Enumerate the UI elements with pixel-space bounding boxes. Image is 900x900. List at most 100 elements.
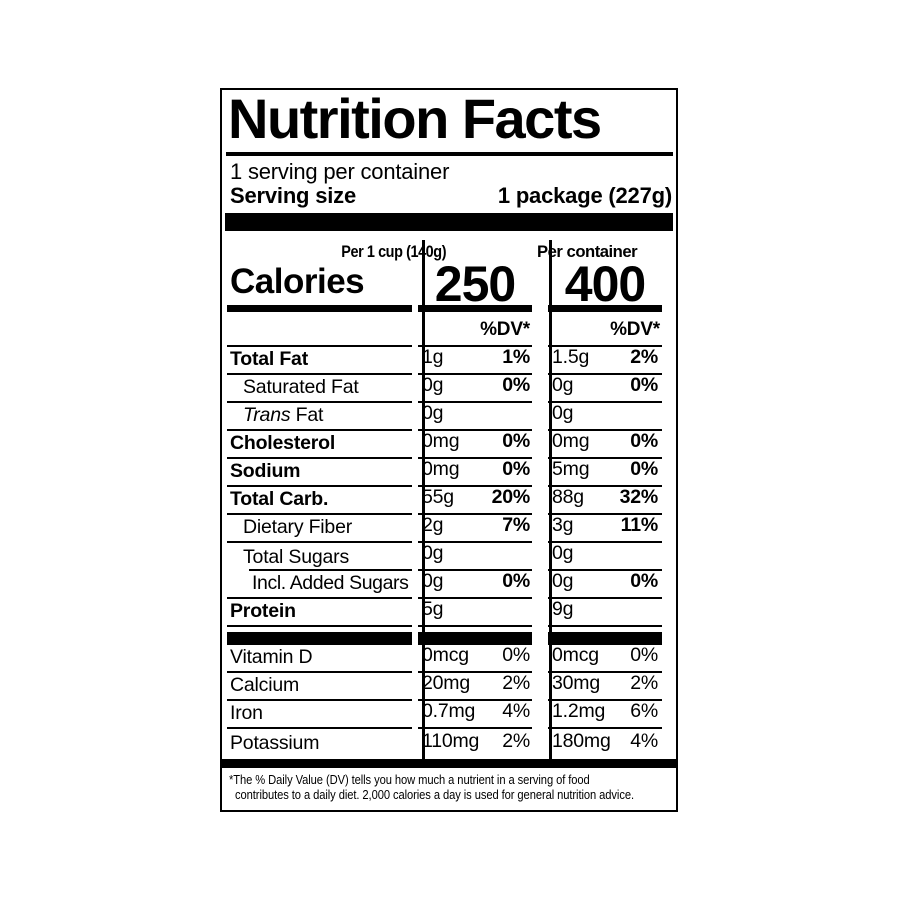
nutrient-name: Dietary Fiber — [243, 516, 353, 538]
vitamin-row-iron: Iron 0.7mg 4% 1.2mg 6% — [222, 700, 676, 729]
nutrient-row-saturated-fat: Saturated Fat 0g 0% 0g 0% — [222, 374, 676, 403]
daily-value-percent — [530, 621, 532, 625]
per-container-header-text: Per container — [537, 242, 638, 261]
amount: 0g — [422, 402, 444, 424]
nutrient-name: Sodium — [230, 460, 301, 482]
serving-size-value: 1 package (227g) — [497, 183, 672, 208]
calories-label: Calories — [230, 262, 365, 301]
nutrient-name-cell: Total Carb. — [227, 487, 412, 515]
per-container-cell: 1.2mg 6% — [548, 700, 662, 729]
footnote: *The % Daily Value (DV) tells you how mu… — [222, 768, 676, 802]
vitamin-row-calcium: Calcium 20mg 2% 30mg 2% — [222, 672, 676, 701]
per-cup-cell: 5g — [418, 598, 532, 627]
nutrient-row-cholesterol: Cholesterol 0mg 0% 0mg 0% — [222, 430, 676, 459]
nutrient-name: Total Sugars — [243, 546, 349, 568]
per-cup-cell: 20mg 2% — [418, 672, 532, 701]
nutrient-row-protein: Protein 5g 9g — [222, 598, 676, 627]
daily-value-percent: 0% — [630, 644, 658, 666]
dv-header-col2: %DV* — [548, 312, 662, 347]
per-cup-cell: 0mg 0% — [418, 458, 532, 487]
amount: 2g — [422, 514, 444, 536]
amount: 0g — [422, 570, 444, 592]
daily-value-percent: 6% — [630, 700, 658, 722]
nutrient-name-cell: Calcium — [227, 673, 412, 701]
nutrient-name: Cholesterol — [230, 432, 336, 454]
per-container-header: Per container — [499, 242, 676, 262]
calories-per-cup-cell: 250 — [418, 256, 532, 312]
nutrient-row-added-sugars: Incl. Added Sugars 0g 0% 0g 0% — [222, 570, 676, 599]
per-cup-cell: 1g 1% — [418, 346, 532, 375]
per-cup-cell: 0g 0% — [418, 374, 532, 403]
daily-value-percent — [530, 565, 532, 569]
daily-value-percent: 2% — [630, 672, 658, 694]
per-container-cell: 9g — [548, 598, 662, 627]
daily-value-percent: 0% — [502, 430, 530, 452]
footnote-line-1: *The % Daily Value (DV) tells you how mu… — [229, 772, 590, 787]
amount: 0g — [552, 374, 574, 396]
column-divider — [549, 240, 552, 760]
separator-segment — [548, 632, 662, 645]
separator-bar-segmented — [222, 632, 676, 645]
per-container-cell: 0mcg 0% — [548, 644, 662, 673]
amount: 110mg — [422, 730, 480, 752]
daily-value-percent: 2% — [630, 346, 658, 368]
per-cup-cell: 0g — [418, 542, 532, 571]
nutrient-name-cell: Dietary Fiber — [227, 515, 412, 543]
per-cup-cell: 110mg 2% — [418, 729, 532, 757]
per-cup-cell: 0mcg 0% — [418, 644, 532, 673]
amount: 0.7mg — [422, 700, 476, 722]
nutrient-name-cell: Sodium — [227, 459, 412, 487]
separator-segment — [227, 632, 412, 645]
daily-value-percent — [530, 425, 532, 429]
nutrient-name-cell: Protein — [227, 599, 412, 627]
per-container-cell: 0g — [548, 542, 662, 571]
amount: 1.2mg — [552, 700, 606, 722]
amount: 55g — [422, 486, 454, 508]
per-cup-header-text: Per 1 cup (140g) — [341, 242, 447, 261]
amount: 0g — [422, 542, 444, 564]
nutrient-name-cell: Total Fat — [227, 347, 412, 375]
amount: 0mg — [422, 458, 460, 480]
daily-value-percent: 32% — [619, 486, 659, 508]
per-container-cell: 180mg 4% — [548, 729, 662, 757]
amount: 88g — [552, 486, 584, 508]
per-cup-cell: 0g 0% — [418, 570, 532, 599]
per-container-cell: 88g 32% — [548, 486, 662, 515]
calories-per-container-value: 400 — [564, 256, 646, 312]
separator-segment — [418, 632, 532, 645]
amount: 0mcg — [552, 644, 599, 666]
daily-value-percent: 2% — [502, 730, 530, 752]
per-cup-cell: 0g — [418, 402, 532, 431]
amount: 9g — [552, 598, 574, 620]
daily-value-percent: 4% — [502, 700, 530, 722]
daily-value-percent: 0% — [502, 458, 530, 480]
amount: 1g — [422, 346, 444, 368]
per-cup-cell: 55g 20% — [418, 486, 532, 515]
daily-value-percent — [658, 621, 662, 625]
column-divider — [422, 240, 425, 760]
nutrient-name: Vitamin D — [230, 646, 313, 668]
daily-value-percent: 0% — [502, 374, 530, 396]
per-container-cell: 1.5g 2% — [548, 346, 662, 375]
nutrient-row-trans-fat: Trans Fat 0g 0g — [222, 402, 676, 431]
per-container-cell: 3g 11% — [548, 514, 662, 543]
amount: 30mg — [552, 672, 600, 694]
daily-value-percent: 20% — [491, 486, 531, 508]
serving-size-label: Serving size — [230, 183, 356, 208]
nutrient-row-dietary-fiber: Dietary Fiber 2g 7% 3g 11% — [222, 514, 676, 543]
calories-per-cup-value: 250 — [434, 256, 516, 312]
amount: 0g — [552, 402, 574, 424]
nutrient-name-cell: Vitamin D — [227, 645, 412, 673]
calories-row: Calories 250 400 — [222, 256, 676, 312]
vitamin-row-potassium: Potassium 110mg 2% 180mg 4% — [222, 729, 676, 757]
amount: 1.5g — [552, 346, 590, 368]
amount: 3g — [552, 514, 574, 536]
nutrient-row-sodium: Sodium 0mg 0% 5mg 0% — [222, 458, 676, 487]
daily-value-percent: 2% — [502, 672, 530, 694]
nutrition-facts-title: Nutrition Facts — [228, 87, 602, 150]
servings-per-container: 1 serving per container — [230, 159, 450, 184]
daily-value-percent: 4% — [630, 730, 658, 752]
per-container-cell: 0g 0% — [548, 570, 662, 599]
nutrient-name: Saturated Fat — [243, 376, 359, 398]
